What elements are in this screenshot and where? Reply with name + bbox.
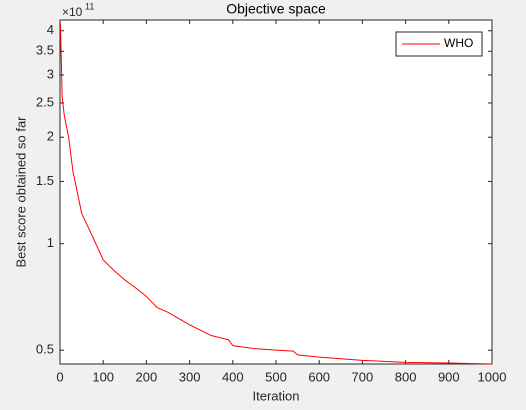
axes-background	[60, 20, 492, 364]
y-tick-label: 3.5	[36, 43, 54, 58]
x-tick-label: 900	[438, 369, 460, 384]
y-tick-label: 0.5	[36, 342, 54, 357]
legend-label: WHO	[444, 36, 473, 50]
x-tick-label: 300	[179, 369, 201, 384]
y-axis-label: Best score obtained so far	[13, 116, 28, 268]
y-tick-label: 3	[47, 66, 54, 81]
y-tick-label: 4	[47, 22, 54, 37]
y-tick-label: 1.5	[36, 173, 54, 188]
chart-title: Objective space	[226, 1, 326, 17]
y-tick-label: 2	[47, 129, 54, 144]
x-tick-label: 100	[92, 369, 114, 384]
x-tick-label: 500	[265, 369, 287, 384]
y-multiplier-exponent: 11	[85, 1, 94, 11]
axes-box	[59, 19, 493, 365]
x-tick-label: 0	[56, 369, 63, 384]
x-tick-label: 700	[352, 369, 374, 384]
x-tick-label: 400	[222, 369, 244, 384]
y-tick-label: 2.5	[36, 94, 54, 109]
x-tick-label: 800	[395, 369, 417, 384]
x-tick-label: 1000	[478, 369, 507, 384]
y-tick-label: 1	[47, 235, 54, 250]
y-multiplier-base: ×10	[62, 5, 83, 19]
x-axis-label: Iteration	[253, 388, 300, 403]
line-series	[59, 23, 493, 365]
x-tick-label: 600	[308, 369, 330, 384]
x-tick-label: 200	[136, 369, 158, 384]
